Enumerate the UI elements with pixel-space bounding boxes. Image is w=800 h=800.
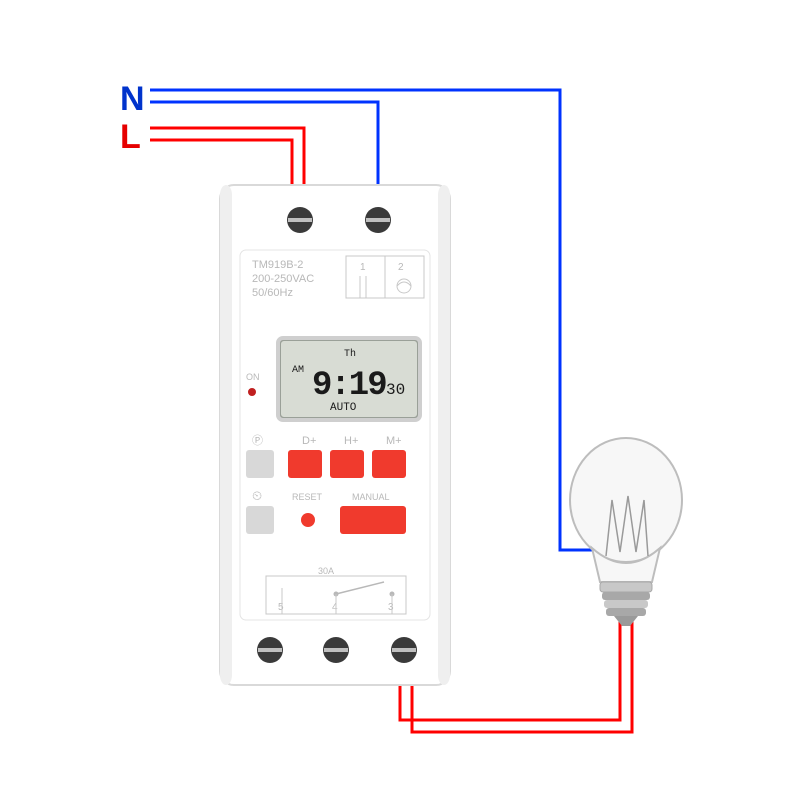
clock-label: ⏲ (252, 488, 262, 503)
reset-button[interactable] (301, 513, 315, 527)
manual-button[interactable] (340, 506, 406, 534)
freq-text: 50/60Hz (252, 287, 293, 299)
terminal-5-screw[interactable] (257, 637, 283, 663)
manual-label: MANUAL (352, 492, 390, 502)
h-label: H+ (344, 435, 358, 447)
terminal2-label: 2 (398, 262, 404, 273)
on-label: ON (246, 372, 260, 382)
voltage-text: 200-250VAC (252, 273, 314, 285)
terminal5-label: 5 (278, 602, 284, 613)
lcd-seconds: 30 (386, 381, 405, 399)
p-button[interactable] (246, 450, 274, 478)
lcd-mode: AUTO (330, 402, 357, 414)
lcd-display: Th AM 9:19 30 AUTO (278, 338, 420, 420)
terminal4-label: 4 (332, 602, 338, 613)
clock-button[interactable] (246, 506, 274, 534)
lcd-ampm: AM (292, 365, 304, 376)
h-plus-button[interactable] (330, 450, 364, 478)
timer-device: TM919B-2 200-250VAC 50/60Hz 1 2 ON Th AM (220, 185, 450, 685)
m-plus-button[interactable] (372, 450, 406, 478)
neutral-label: N (120, 80, 145, 118)
terminal1-label: 1 (360, 262, 366, 273)
live-label: L (120, 118, 141, 156)
reset-label: RESET (292, 492, 323, 502)
d-plus-button[interactable] (288, 450, 322, 478)
model-text: TM919B-2 (252, 259, 303, 271)
terminal-2-screw[interactable] (365, 207, 391, 233)
terminal-1-screw[interactable] (287, 207, 313, 233)
terminal-3-screw[interactable] (391, 637, 417, 663)
terminal-4-screw[interactable] (323, 637, 349, 663)
wiring-diagram: N L TM919B-2 200-250VAC 50/60Hz 1 2 (0, 0, 800, 800)
lcd-time: 9:19 (312, 367, 386, 405)
terminal3-label: 3 (388, 602, 394, 613)
p-label: Ⓟ (252, 434, 263, 447)
light-bulb (570, 438, 682, 626)
lcd-day: Th (344, 348, 356, 360)
rating-label: 30A (318, 566, 334, 576)
status-led (248, 388, 256, 396)
d-label: D+ (302, 435, 316, 447)
m-label: M+ (386, 435, 402, 447)
